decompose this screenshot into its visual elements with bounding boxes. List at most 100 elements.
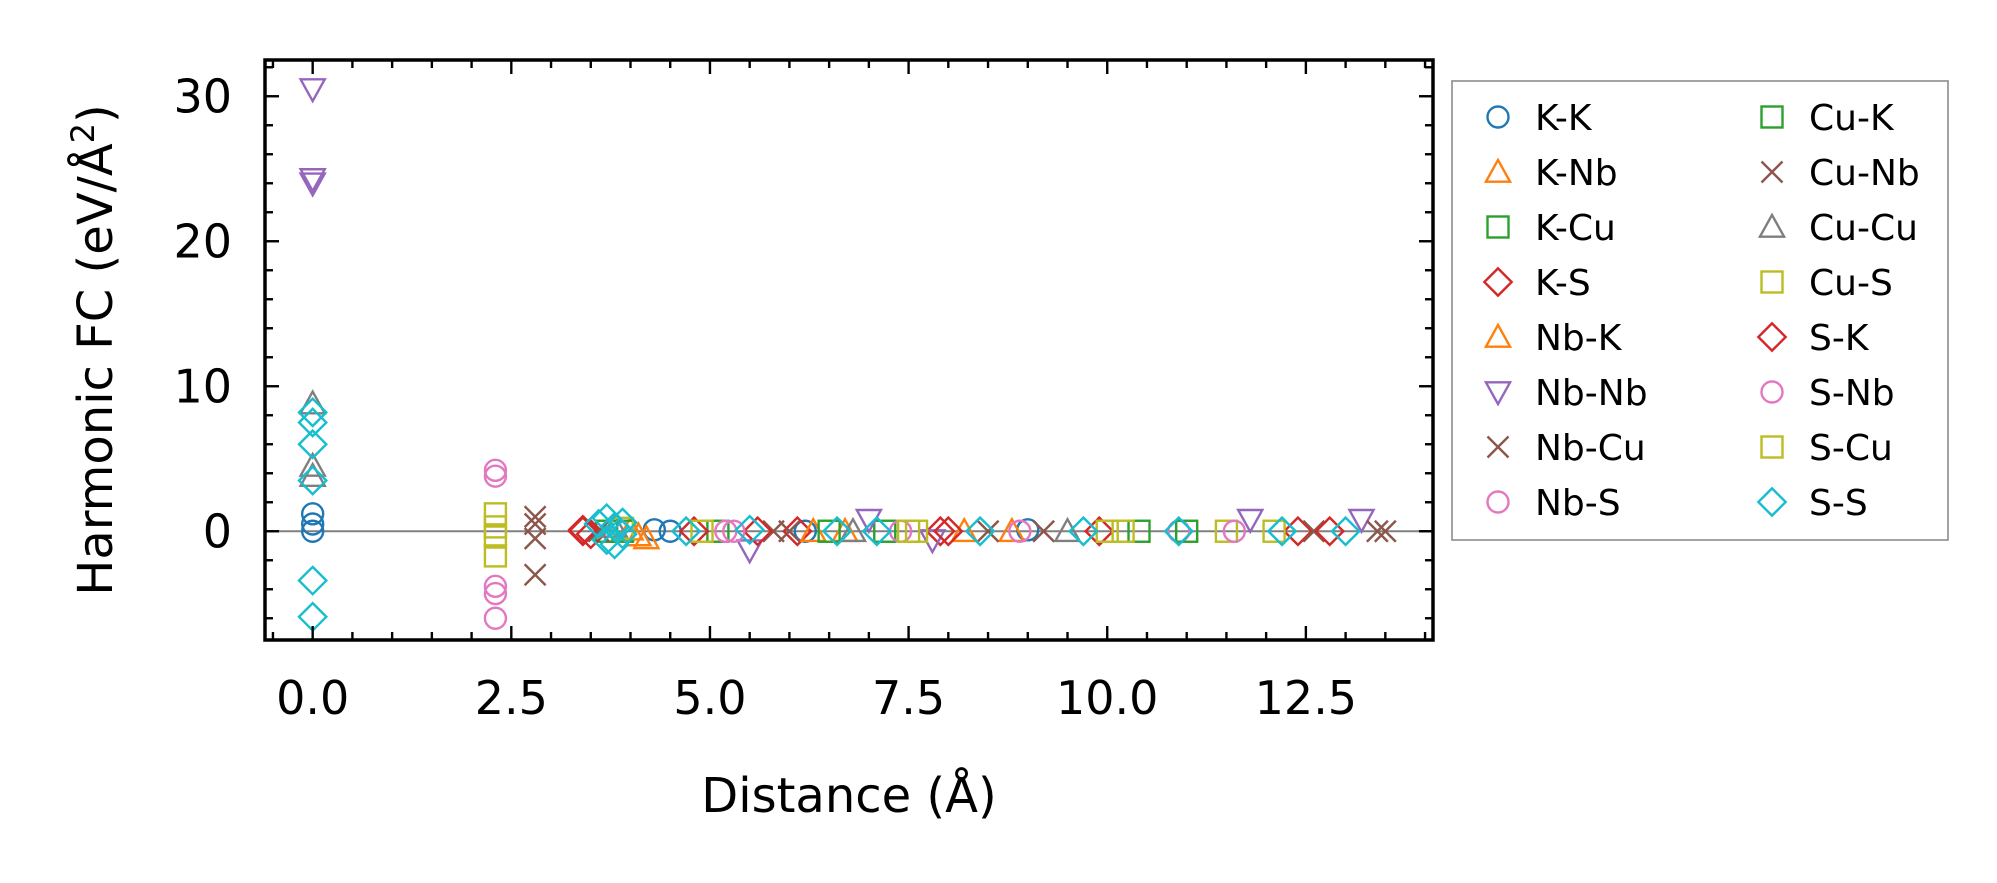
data-point xyxy=(950,516,979,543)
data-point xyxy=(817,519,841,543)
y-tick-label: 10 xyxy=(173,359,232,413)
legend-marker xyxy=(1760,380,1784,404)
data-point xyxy=(1236,508,1265,535)
legend-marker xyxy=(1760,435,1784,459)
legend-entry: Cu-Cu xyxy=(1757,208,1918,249)
data-point xyxy=(925,515,956,547)
legend-entry: Cu-K xyxy=(1760,98,1895,139)
legend-marker xyxy=(1486,215,1510,239)
data-point xyxy=(722,519,746,543)
legend-label: Nb-K xyxy=(1535,318,1623,359)
data-point xyxy=(297,565,329,596)
legend: K-K K-Nb K-Cu K-S Nb-K Nb-Nb Nb-Cu Nb-S Cu-K Cu-N… xyxy=(1451,80,1949,541)
data-point xyxy=(1032,519,1056,543)
data-point xyxy=(483,525,508,549)
y-tick-label: 20 xyxy=(173,214,232,268)
data-point xyxy=(483,502,508,526)
data-point xyxy=(1373,519,1397,543)
data-point xyxy=(483,458,508,483)
legend-entry: Cu-Nb xyxy=(1760,153,1920,194)
data-point xyxy=(1214,519,1239,543)
legend-marker xyxy=(1486,435,1510,459)
legend-entry: Nb-S xyxy=(1486,483,1621,524)
data-point xyxy=(483,574,508,599)
data-point xyxy=(742,515,773,547)
data-point xyxy=(1302,519,1326,543)
legend-marker xyxy=(1482,266,1514,298)
legend-label: K-S xyxy=(1535,263,1591,304)
plot-area: 0.0 2.5 5.0 7.5 10.0 12.5 0 10 20 30 Distance (Å) H… xyxy=(64,58,1435,824)
data-point xyxy=(1262,519,1286,543)
data-point xyxy=(297,397,329,428)
legend-label: K-K xyxy=(1535,98,1593,139)
data-point xyxy=(483,606,508,630)
data-point xyxy=(734,514,766,546)
legend-entry: S-Cu xyxy=(1760,428,1893,469)
legend-marker xyxy=(1756,486,1788,518)
legend-label: S-Cu xyxy=(1809,428,1893,469)
x-tick-label: 0.0 xyxy=(276,671,349,725)
legend-label: Nb-S xyxy=(1535,483,1621,524)
legend-label: Cu-Cu xyxy=(1809,208,1918,249)
data-point xyxy=(670,515,702,547)
data-point xyxy=(298,389,327,415)
data-point xyxy=(735,539,764,565)
data-point xyxy=(976,519,1000,543)
legend-entry: S-Nb xyxy=(1760,373,1895,414)
data-point xyxy=(873,519,897,543)
x-tick-label: 5.0 xyxy=(673,671,746,725)
data-point xyxy=(1068,515,1099,547)
legend-box xyxy=(1451,80,1949,541)
data-point xyxy=(821,515,853,547)
data-point xyxy=(523,563,547,587)
data-point xyxy=(297,428,329,460)
data-point xyxy=(297,465,329,496)
y-tick-label: 0 xyxy=(203,504,232,558)
legend-marker xyxy=(1760,105,1784,129)
y-axis-title: Harmonic FC (eV/Å2) xyxy=(64,104,124,596)
data-point xyxy=(1222,519,1247,543)
legend-marker xyxy=(1756,321,1788,353)
data-point xyxy=(1314,515,1346,547)
legend-marker xyxy=(1483,381,1513,407)
legend-marker xyxy=(1760,270,1784,294)
data-point xyxy=(762,519,785,543)
data-point xyxy=(678,515,710,547)
data-point xyxy=(932,515,964,547)
legend-entry: Cu-S xyxy=(1760,263,1893,304)
data-point xyxy=(838,516,868,543)
data-point xyxy=(607,507,638,538)
data-point xyxy=(1127,519,1151,543)
data-point xyxy=(904,519,929,543)
data-point xyxy=(483,544,508,568)
legend-entry: S-S xyxy=(1756,483,1868,524)
legend-entry: Nb-Nb xyxy=(1483,373,1648,414)
data-point xyxy=(600,512,629,538)
legend-label: Nb-Nb xyxy=(1535,373,1648,414)
data-point xyxy=(997,516,1026,543)
legend-marker xyxy=(1483,157,1513,183)
series-nb-nb xyxy=(298,78,1376,565)
ticks xyxy=(265,60,1433,640)
legend-marker xyxy=(1486,105,1510,129)
series-nb-cu xyxy=(523,505,1397,587)
legend-marker xyxy=(1760,160,1784,184)
data-point xyxy=(1174,519,1199,543)
legend-label: Cu-S xyxy=(1809,263,1893,304)
data-point xyxy=(599,528,630,560)
legend-entry: K-S xyxy=(1482,263,1591,304)
data-point xyxy=(1083,515,1115,547)
series-cu-s xyxy=(483,502,1286,568)
legend-label: Cu-Nb xyxy=(1809,153,1920,194)
data-point xyxy=(298,168,327,194)
series-cu-cu xyxy=(298,389,1082,543)
x-tick-label: 2.5 xyxy=(475,671,548,725)
data-point xyxy=(1347,508,1376,535)
legend-entry: Nb-K xyxy=(1483,318,1623,359)
legend-entry: K-K xyxy=(1486,98,1593,139)
legend-entry: Nb-Cu xyxy=(1486,428,1646,469)
data-point xyxy=(591,524,623,556)
data-point xyxy=(298,172,327,198)
legend-marker xyxy=(1486,490,1510,514)
data-point xyxy=(298,461,327,488)
